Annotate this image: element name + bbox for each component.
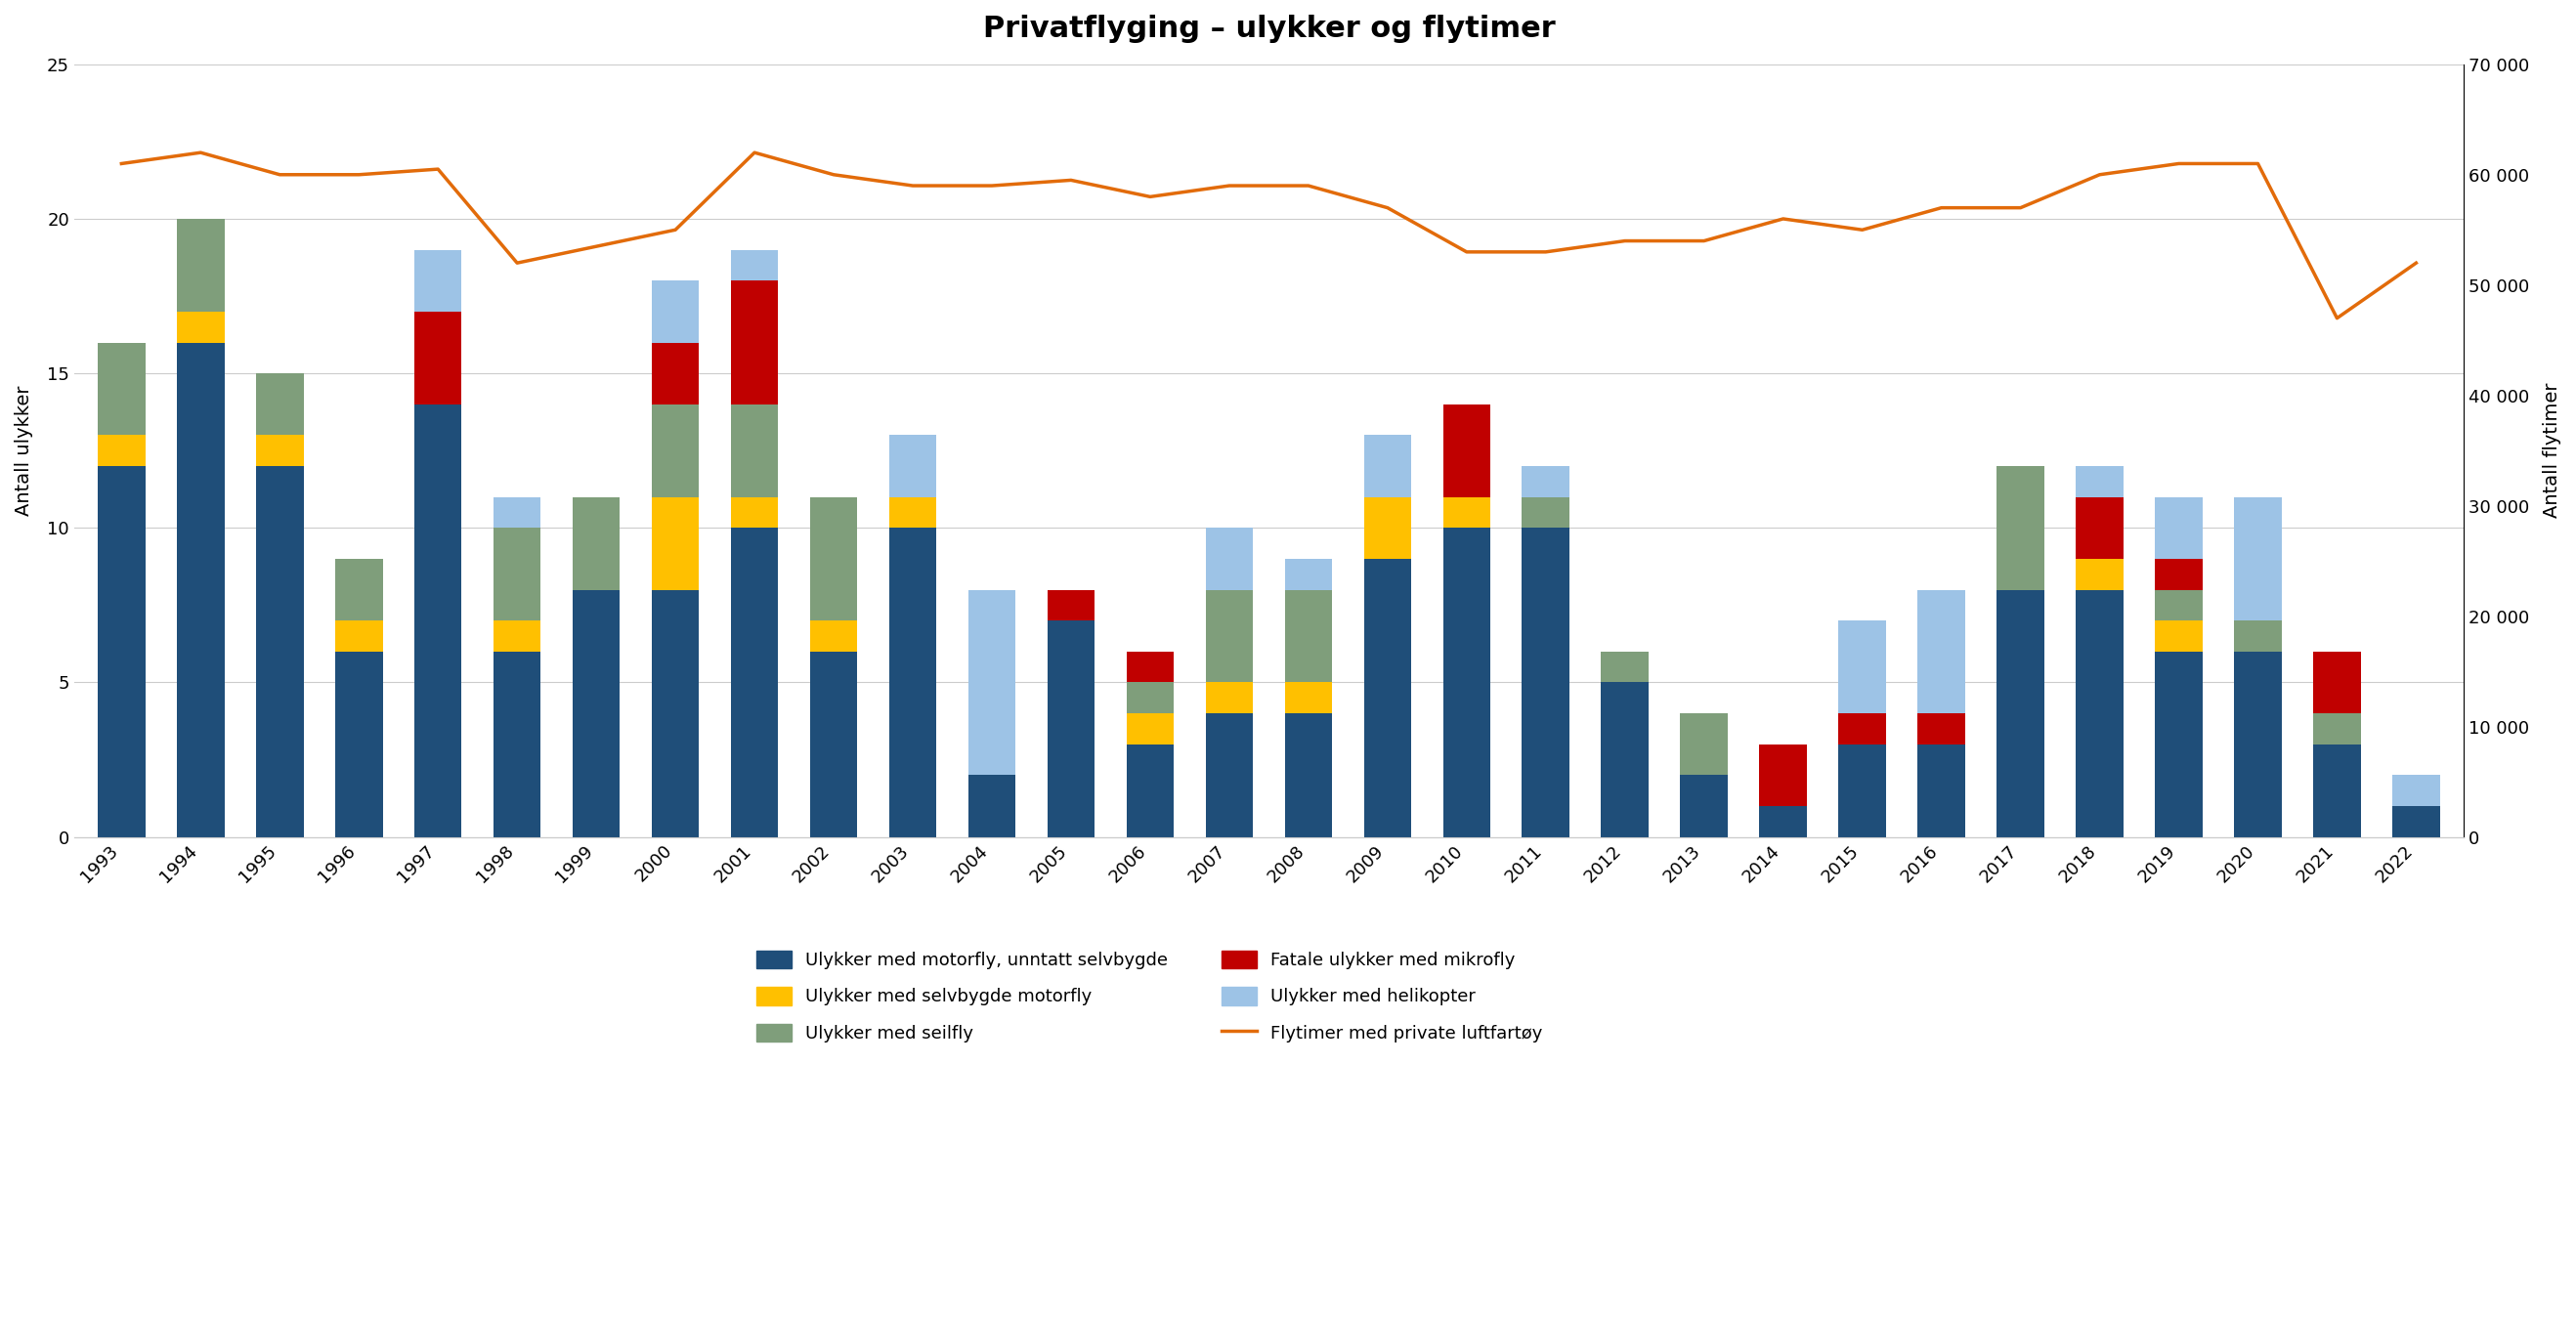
Bar [2393, 806, 2439, 838]
Bar [2156, 621, 2202, 652]
Bar [495, 528, 541, 621]
Bar [1285, 714, 1332, 838]
Bar [1917, 744, 1965, 838]
Bar [969, 776, 1015, 838]
Bar [572, 497, 621, 590]
Bar [1759, 744, 1806, 806]
Bar [652, 281, 698, 343]
Bar [2313, 652, 2360, 714]
Bar [98, 343, 144, 435]
Bar [1602, 652, 1649, 682]
Bar [1206, 528, 1252, 590]
Bar [1839, 621, 1886, 714]
Bar [2233, 652, 2282, 838]
Bar [652, 590, 698, 838]
Bar [1522, 466, 1569, 497]
Bar [1048, 621, 1095, 838]
Bar [2076, 466, 2123, 497]
Bar [732, 281, 778, 404]
Bar [1443, 404, 1492, 497]
Bar [1206, 590, 1252, 682]
Bar [1443, 528, 1492, 838]
Bar [178, 219, 224, 311]
Bar [809, 497, 858, 621]
Bar [335, 559, 384, 621]
Bar [415, 404, 461, 838]
Bar [2156, 559, 2202, 590]
Bar [335, 652, 384, 838]
Bar [1206, 682, 1252, 714]
Bar [495, 652, 541, 838]
Bar [652, 343, 698, 404]
Bar [2156, 590, 2202, 621]
Bar [572, 590, 621, 838]
Bar [1522, 497, 1569, 528]
Bar [1363, 435, 1412, 497]
Title: Privatflyging – ulykker og flytimer: Privatflyging – ulykker og flytimer [981, 15, 1556, 44]
Bar [732, 404, 778, 497]
Bar [732, 528, 778, 838]
Bar [2233, 621, 2282, 652]
Bar [255, 435, 304, 466]
Bar [1048, 590, 1095, 621]
Bar [1522, 528, 1569, 838]
Bar [1839, 744, 1886, 838]
Bar [1285, 559, 1332, 590]
Bar [2313, 744, 2360, 838]
Bar [415, 311, 461, 404]
Bar [889, 435, 938, 497]
Bar [1285, 590, 1332, 682]
Y-axis label: Antall flytimer: Antall flytimer [2543, 383, 2561, 518]
Bar [1363, 559, 1412, 838]
Bar [1363, 497, 1412, 559]
Bar [415, 249, 461, 311]
Bar [1285, 682, 1332, 714]
Bar [2393, 776, 2439, 806]
Bar [1126, 652, 1175, 682]
Bar [178, 343, 224, 838]
Legend: Ulykker med motorfly, unntatt selvbygde, Ulykker med selvbygde motorfly, Ulykker: Ulykker med motorfly, unntatt selvbygde,… [739, 933, 1561, 1060]
Bar [889, 528, 938, 838]
Bar [1680, 714, 1728, 776]
Bar [2156, 497, 2202, 559]
Bar [1996, 590, 2045, 838]
Bar [495, 621, 541, 652]
Bar [98, 466, 144, 838]
Bar [1917, 714, 1965, 744]
Bar [255, 466, 304, 838]
Bar [495, 497, 541, 528]
Bar [1126, 744, 1175, 838]
Bar [2076, 590, 2123, 838]
Bar [809, 652, 858, 838]
Bar [1839, 714, 1886, 744]
Bar [335, 621, 384, 652]
Bar [1680, 776, 1728, 838]
Bar [1759, 806, 1806, 838]
Bar [1996, 466, 2045, 590]
Bar [1126, 682, 1175, 714]
Bar [2076, 559, 2123, 590]
Bar [732, 497, 778, 528]
Bar [2313, 714, 2360, 744]
Bar [2233, 497, 2282, 621]
Bar [98, 435, 144, 466]
Bar [809, 621, 858, 652]
Y-axis label: Antall ulykker: Antall ulykker [15, 385, 33, 516]
Bar [1602, 682, 1649, 838]
Bar [969, 590, 1015, 776]
Bar [652, 404, 698, 497]
Bar [1206, 714, 1252, 838]
Bar [2076, 497, 2123, 559]
Bar [255, 373, 304, 435]
Bar [178, 311, 224, 343]
Bar [889, 497, 938, 528]
Bar [2156, 652, 2202, 838]
Bar [732, 249, 778, 281]
Bar [1443, 497, 1492, 528]
Bar [1126, 714, 1175, 744]
Bar [1917, 590, 1965, 714]
Bar [652, 497, 698, 590]
